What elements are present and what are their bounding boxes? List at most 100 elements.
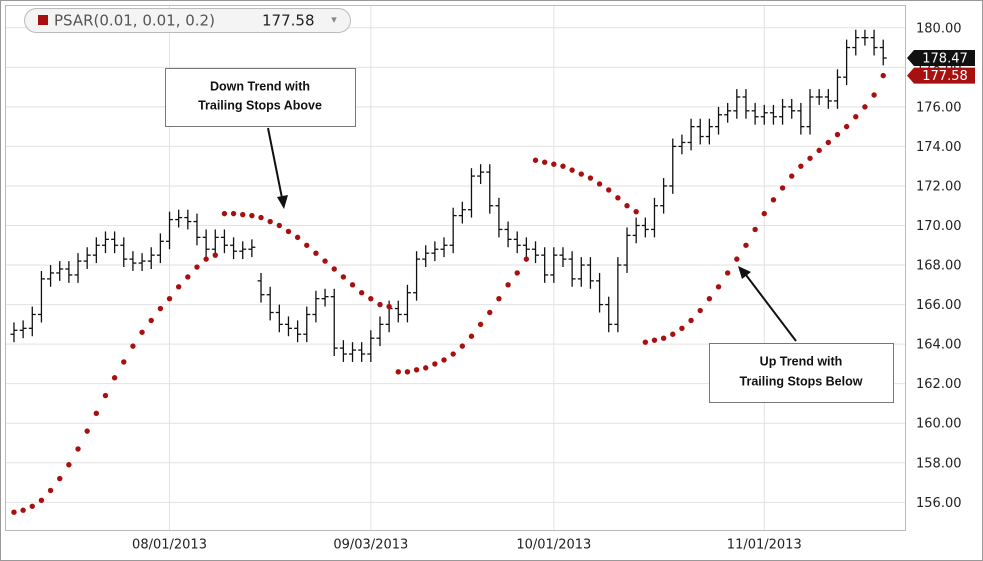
ohlc-bar (641, 217, 649, 238)
ohlc-bar (751, 102, 759, 125)
psar-dot (862, 104, 868, 110)
ohlc-bar (788, 98, 796, 119)
ohlc-bar (843, 39, 851, 86)
ohlc-bar (330, 288, 338, 356)
ohlc-bar (687, 118, 695, 151)
psar-dot (258, 214, 264, 221)
psar-dot (587, 175, 594, 181)
psar-dot (688, 317, 694, 324)
psar-dot (358, 290, 365, 296)
psar-dot (185, 274, 191, 280)
ohlc-bar (28, 306, 36, 337)
y-tick-label: 162.00 (916, 377, 962, 392)
psar-dot (496, 295, 502, 302)
psar-dot (413, 367, 420, 373)
ohlc-bar (257, 272, 265, 303)
psar-dot (624, 203, 630, 209)
ohlc-bar (467, 168, 475, 218)
ohlc-bar (815, 89, 823, 105)
y-tick-label: 172.00 (916, 179, 962, 194)
ohlc-bar (879, 39, 887, 66)
psar-dot (523, 256, 530, 262)
psar-dot (139, 329, 145, 335)
legend-value: 177.58 (262, 12, 315, 30)
ohlc-bar (294, 320, 302, 343)
legend-dropdown[interactable]: ▾ (331, 13, 337, 26)
marks (10, 29, 887, 515)
ohlc-bar (138, 253, 146, 271)
psar-dot (706, 295, 713, 302)
ohlc-bar (275, 304, 283, 333)
ohlc-bar (650, 197, 658, 238)
legend[interactable]: PSAR(0.01, 0.01, 0.2) 177.58 ▾ (24, 8, 351, 33)
y-tick-label: 160.00 (916, 417, 962, 432)
psar-dot (752, 226, 758, 233)
ohlc-bar (156, 233, 164, 264)
y-tick-label: 166.00 (916, 298, 962, 313)
psar-dot (249, 212, 255, 219)
psar-dot (514, 270, 520, 276)
psar-dot (404, 369, 411, 375)
psar-dot (450, 351, 456, 357)
psar-dot (578, 171, 584, 177)
ohlc-bar (56, 261, 64, 281)
ohlc-bar (65, 261, 73, 283)
psar-dot (38, 497, 45, 504)
psar-dot (349, 282, 356, 288)
ohlc-bar (824, 89, 832, 109)
ohlc-bar (477, 164, 485, 184)
ohlc-bar (47, 265, 55, 287)
legend-box[interactable] (24, 8, 351, 33)
psar-dot (459, 343, 466, 349)
psar-dot (734, 256, 740, 262)
psar-dot (194, 264, 200, 270)
ohlc-bar (166, 211, 174, 250)
ohlc-bar (660, 178, 668, 214)
psar-dot (121, 359, 127, 365)
ohlc-bar (513, 231, 521, 254)
ohlc-bar (724, 102, 732, 123)
plot-area (5, 5, 906, 531)
psar-dot (47, 487, 54, 494)
psar-dot (816, 147, 822, 154)
psar-dot (75, 446, 81, 452)
ohlc-bar (705, 118, 713, 145)
ohlc-bar (586, 257, 594, 289)
ohlc-bar (760, 104, 768, 125)
ohlc-bar (413, 251, 421, 301)
psar-dot (825, 139, 832, 146)
ohlc-bar (861, 29, 869, 46)
psar-dot (679, 325, 685, 332)
ohlc-bar (431, 241, 439, 262)
ohlc-bar (504, 221, 512, 248)
psar-dot (807, 155, 813, 161)
ohlc-bar (220, 229, 228, 254)
psar-dot (642, 339, 649, 345)
psar-dot (148, 317, 154, 324)
y-tick-label: 158.00 (916, 456, 962, 471)
psar-dot (560, 163, 566, 169)
psar-dot (294, 234, 301, 241)
psar-dot (203, 256, 209, 262)
ohlc-bar (632, 217, 640, 244)
y-tick-label: 180.00 (916, 21, 962, 36)
annotation-arrow (745, 274, 797, 342)
arrow-head (738, 266, 751, 279)
psar-dot (715, 284, 722, 290)
psar-dot (130, 343, 136, 349)
ohlc-bar (367, 330, 375, 362)
psar-dot (789, 173, 795, 179)
psar-price-tag: 177.58 (922, 69, 968, 84)
y-tick-label: 174.00 (916, 140, 962, 155)
ohlc-bar (852, 29, 860, 56)
psar-dot (175, 284, 182, 290)
psar-dot (102, 392, 109, 399)
ohlc-bar (193, 213, 201, 246)
ohlc-bar (349, 342, 357, 362)
psar-dot (853, 114, 859, 120)
ohlc-bar (239, 241, 247, 260)
psar-dot (377, 301, 383, 308)
ohlc-bar (339, 340, 347, 362)
psar-dot (569, 167, 575, 173)
